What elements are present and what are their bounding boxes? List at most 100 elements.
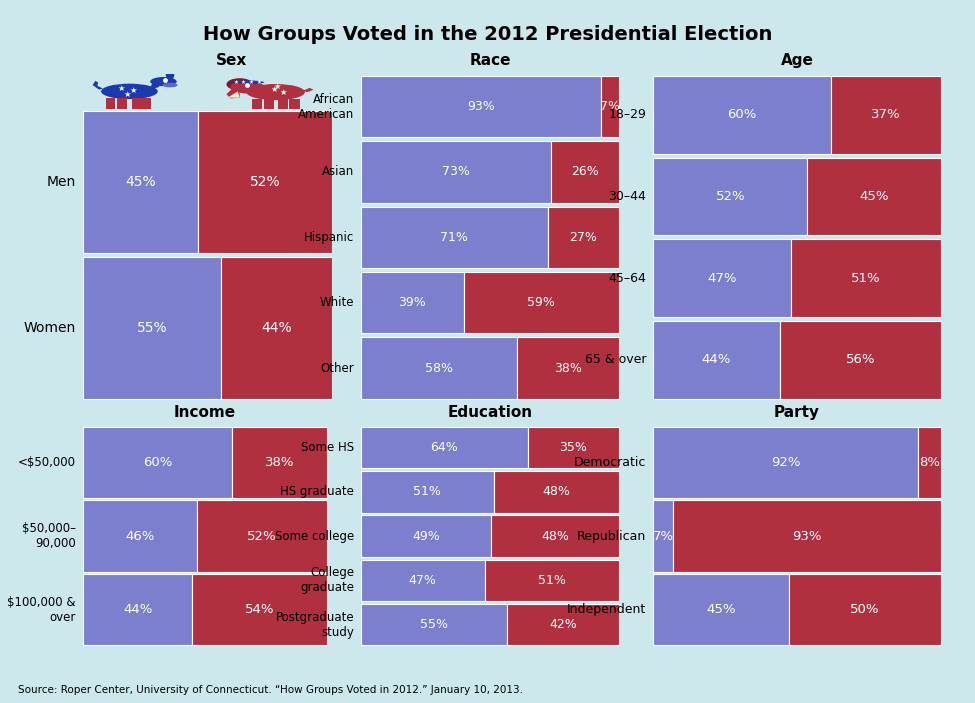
Bar bbox=[290, 99, 299, 109]
Text: Women: Women bbox=[23, 321, 75, 335]
Text: 45%: 45% bbox=[707, 603, 736, 617]
Text: 73%: 73% bbox=[442, 165, 470, 179]
Text: Sex: Sex bbox=[215, 53, 248, 68]
Bar bbox=[83, 427, 232, 498]
Text: 44%: 44% bbox=[702, 354, 731, 366]
Bar bbox=[192, 574, 327, 645]
Text: 39%: 39% bbox=[398, 296, 426, 309]
Text: 48%: 48% bbox=[541, 529, 569, 543]
Bar bbox=[232, 427, 327, 498]
Text: Education: Education bbox=[448, 405, 532, 420]
Bar bbox=[361, 427, 527, 468]
Text: Race: Race bbox=[469, 53, 511, 68]
Bar bbox=[197, 501, 327, 572]
Ellipse shape bbox=[101, 84, 158, 99]
Bar bbox=[361, 515, 491, 557]
Bar bbox=[278, 99, 289, 109]
Text: 35%: 35% bbox=[560, 441, 587, 454]
Ellipse shape bbox=[230, 80, 264, 84]
Bar bbox=[494, 471, 619, 512]
Text: How Groups Voted in the 2012 Presidential Election: How Groups Voted in the 2012 Presidentia… bbox=[203, 25, 772, 44]
Text: 45%: 45% bbox=[125, 175, 156, 189]
Text: Independent: Independent bbox=[566, 603, 646, 617]
Text: ★: ★ bbox=[256, 79, 261, 85]
Text: Hispanic: Hispanic bbox=[304, 231, 354, 244]
Text: 50%: 50% bbox=[850, 603, 879, 617]
Text: 45%: 45% bbox=[859, 190, 889, 203]
Ellipse shape bbox=[163, 83, 177, 87]
Text: 30–44: 30–44 bbox=[608, 190, 646, 203]
Text: $50,000–
90,000: $50,000– 90,000 bbox=[21, 522, 76, 550]
Text: ★: ★ bbox=[233, 79, 238, 85]
Text: Postgraduate
study: Postgraduate study bbox=[276, 611, 354, 638]
Bar bbox=[361, 207, 548, 268]
Bar bbox=[83, 501, 197, 572]
Bar bbox=[361, 76, 601, 137]
Text: White: White bbox=[320, 296, 354, 309]
Text: 26%: 26% bbox=[571, 165, 599, 179]
Bar bbox=[133, 98, 141, 109]
Ellipse shape bbox=[230, 81, 264, 93]
Bar bbox=[653, 321, 780, 399]
Text: Asian: Asian bbox=[322, 165, 354, 179]
Text: 59%: 59% bbox=[527, 296, 556, 309]
Text: 52%: 52% bbox=[247, 529, 277, 543]
Text: Age: Age bbox=[781, 53, 813, 68]
Text: 56%: 56% bbox=[845, 354, 876, 366]
Text: ★: ★ bbox=[241, 79, 246, 85]
Text: $100,000 &
over: $100,000 & over bbox=[7, 596, 76, 624]
Bar bbox=[361, 604, 507, 645]
Text: 55%: 55% bbox=[136, 321, 168, 335]
Bar bbox=[780, 321, 941, 399]
Text: Democratic: Democratic bbox=[573, 456, 646, 469]
Text: African
American: African American bbox=[298, 93, 354, 120]
Text: 60%: 60% bbox=[142, 456, 173, 469]
Bar bbox=[491, 515, 619, 557]
Text: 93%: 93% bbox=[467, 100, 494, 113]
Bar bbox=[83, 574, 192, 645]
Polygon shape bbox=[93, 81, 103, 89]
Bar bbox=[361, 272, 463, 333]
Text: 27%: 27% bbox=[569, 231, 598, 244]
Text: 18–29: 18–29 bbox=[608, 108, 646, 121]
Text: 7%: 7% bbox=[652, 529, 674, 543]
Bar bbox=[831, 76, 941, 153]
Polygon shape bbox=[149, 82, 162, 89]
Bar bbox=[653, 157, 807, 236]
Text: 92%: 92% bbox=[771, 456, 800, 469]
Text: Income: Income bbox=[174, 405, 236, 420]
Text: 44%: 44% bbox=[261, 321, 292, 335]
Bar bbox=[653, 427, 917, 498]
Text: 58%: 58% bbox=[425, 361, 452, 375]
Text: HS graduate: HS graduate bbox=[281, 485, 354, 498]
Bar bbox=[83, 257, 221, 399]
Text: College
graduate: College graduate bbox=[300, 567, 354, 594]
Bar bbox=[198, 110, 332, 253]
Text: 55%: 55% bbox=[420, 618, 448, 631]
Text: 44%: 44% bbox=[123, 603, 152, 617]
Text: 48%: 48% bbox=[542, 485, 570, 498]
Bar bbox=[221, 257, 332, 399]
Bar bbox=[791, 239, 941, 317]
Text: 93%: 93% bbox=[793, 529, 822, 543]
Bar bbox=[361, 141, 551, 202]
Text: 37%: 37% bbox=[872, 108, 901, 121]
Text: ★: ★ bbox=[130, 86, 137, 95]
Text: Men: Men bbox=[46, 175, 75, 189]
Text: 49%: 49% bbox=[412, 529, 440, 543]
Text: Source: Roper Center, University of Connecticut. “How Groups Voted in 2012.” Jan: Source: Roper Center, University of Conn… bbox=[18, 685, 523, 695]
Bar bbox=[551, 141, 619, 202]
Bar bbox=[361, 560, 485, 601]
Bar bbox=[653, 239, 791, 317]
Ellipse shape bbox=[166, 70, 175, 79]
Text: 7%: 7% bbox=[600, 100, 620, 113]
Text: 47%: 47% bbox=[708, 271, 737, 285]
Bar bbox=[548, 207, 619, 268]
Bar bbox=[264, 99, 274, 109]
Bar bbox=[601, 76, 619, 137]
Bar bbox=[141, 98, 151, 109]
Bar bbox=[674, 501, 941, 572]
Bar bbox=[252, 99, 262, 109]
Polygon shape bbox=[227, 91, 240, 98]
Bar bbox=[463, 272, 619, 333]
